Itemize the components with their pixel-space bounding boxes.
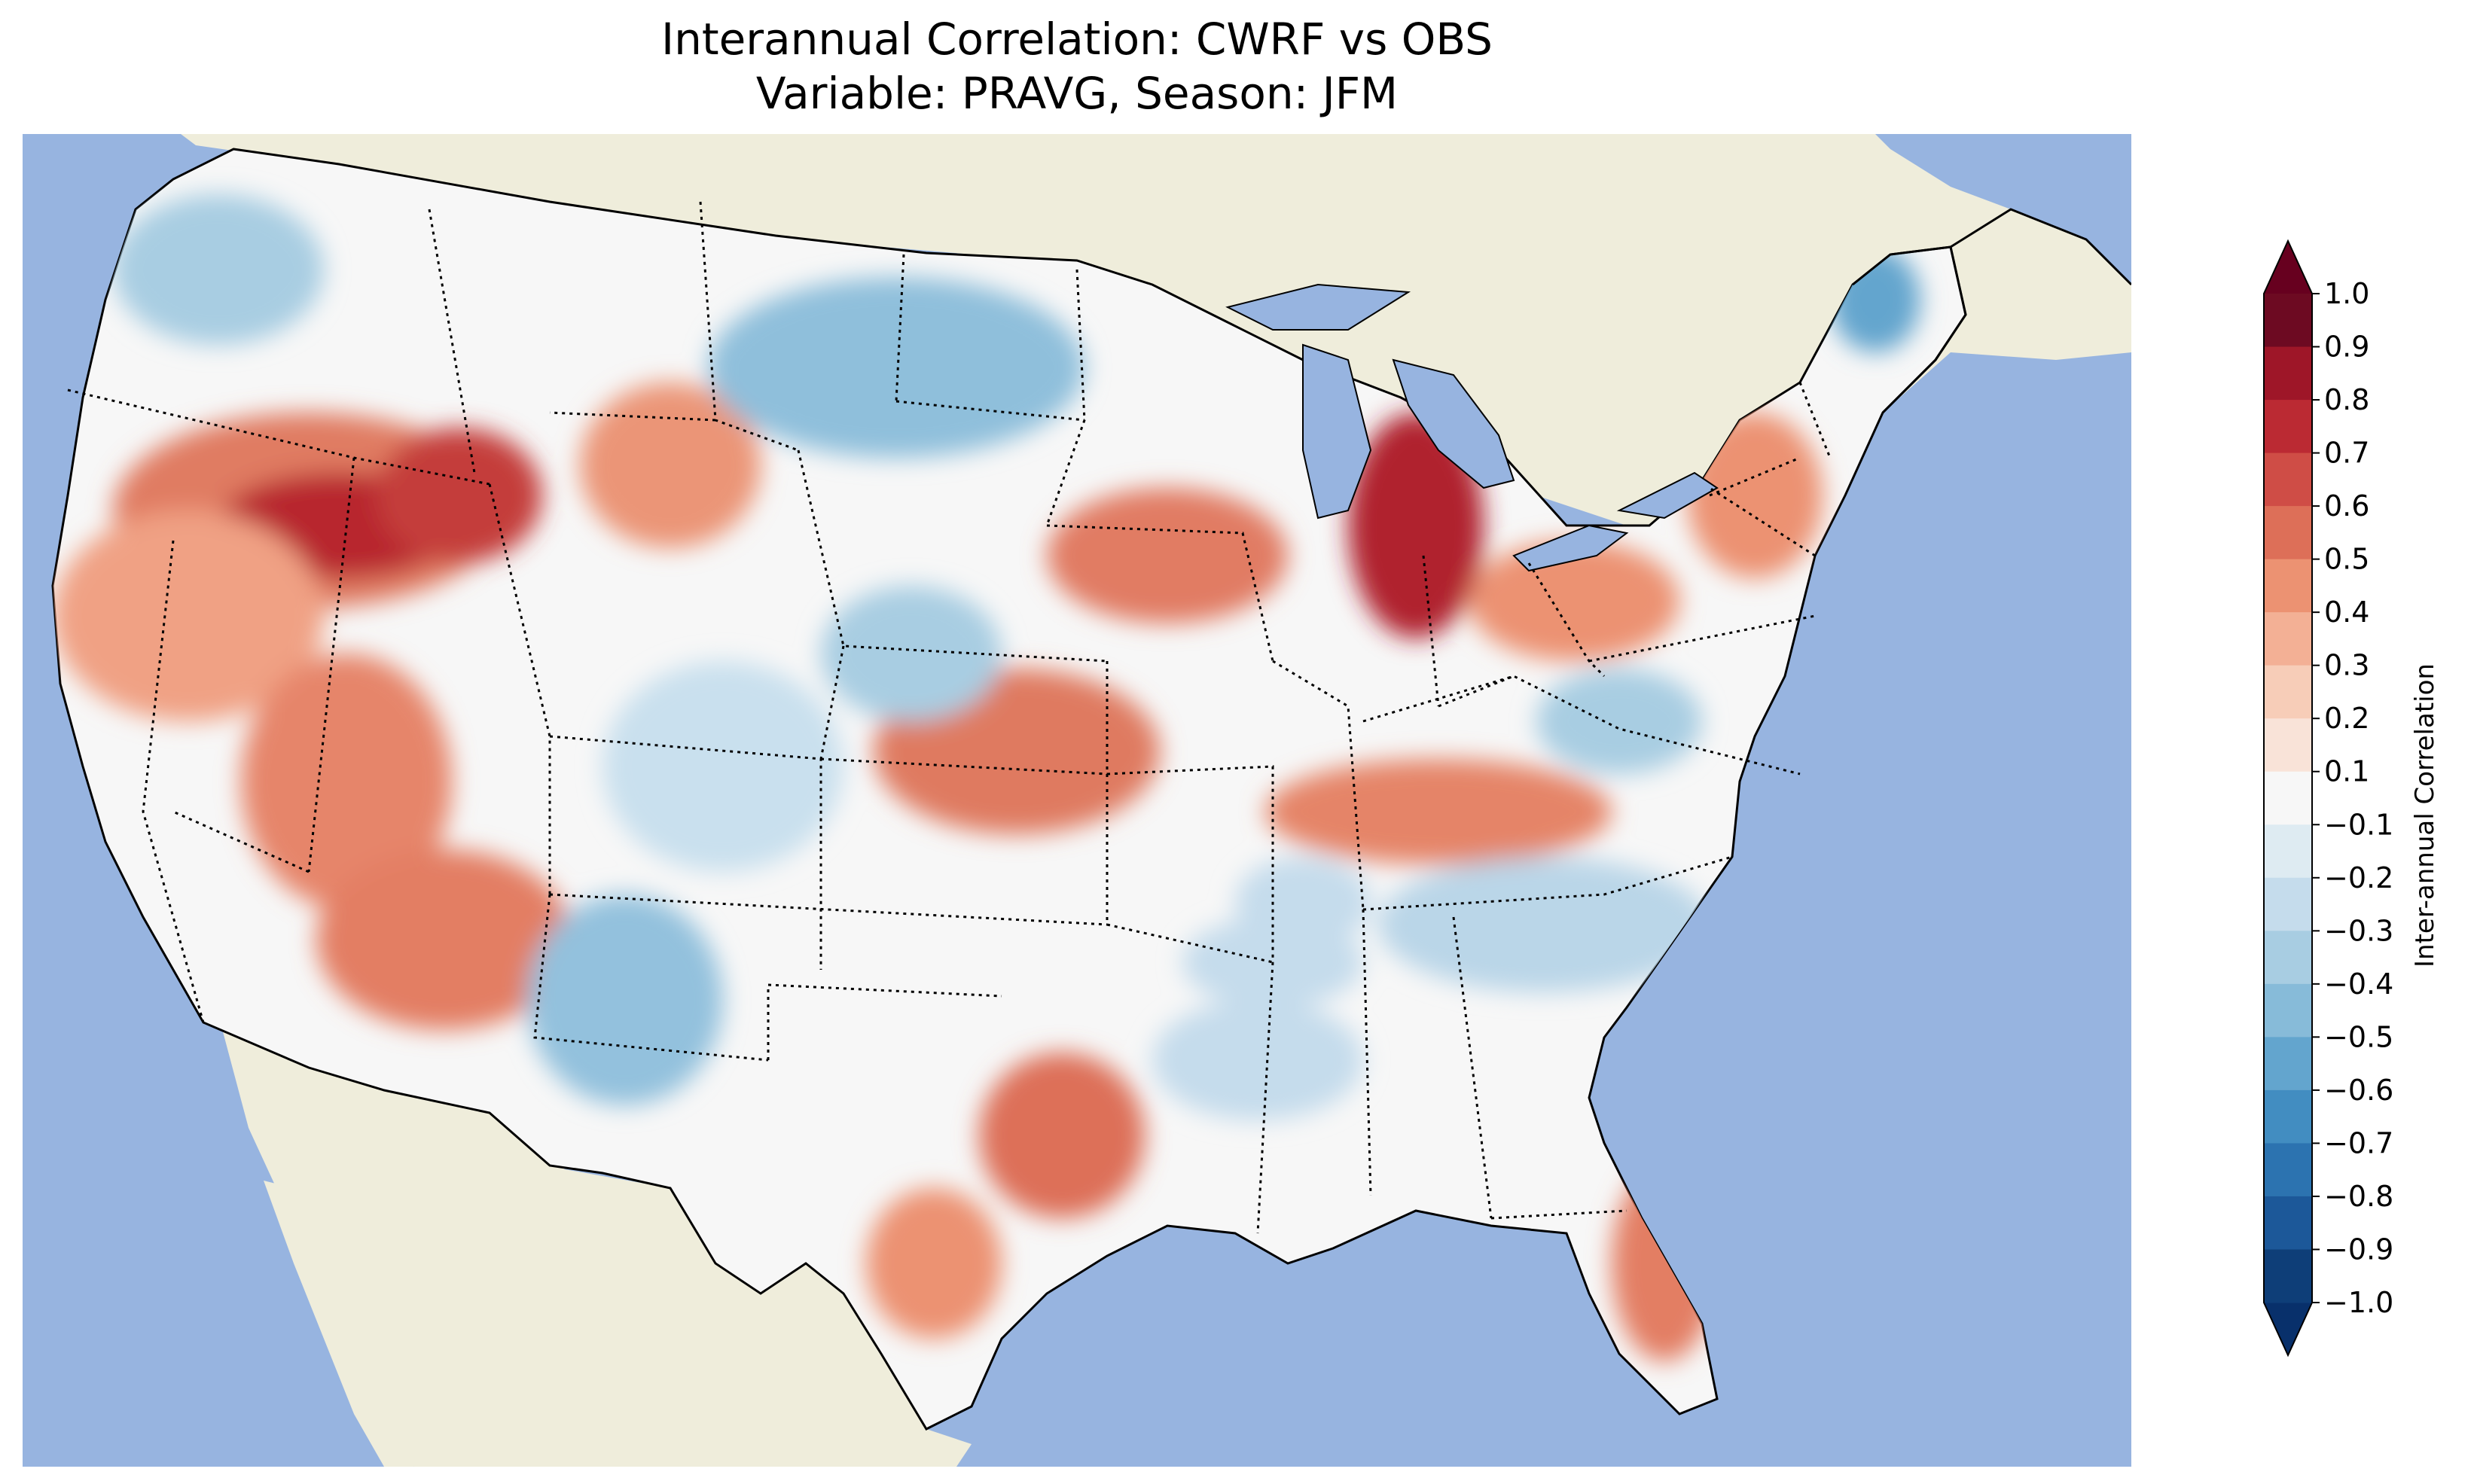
colorbar-tick-label: −0.7 [2324,1126,2393,1159]
colorbar-swatch [2264,983,2312,1038]
colorbar-swatch [2264,771,2312,825]
colorbar-tick-label: −0.9 [2324,1233,2393,1266]
colorbar-extend-max [2264,241,2312,294]
correlation-field [53,194,1920,1361]
colorbar-extend-min [2264,1303,2312,1355]
colorbar-tick-label: 0.2 [2324,702,2369,735]
colorbar-swatch [2264,559,2312,613]
mexico-land [218,1015,972,1467]
colorbar-swatch [2264,824,2312,879]
coastline-overlay [1852,208,2131,414]
colorbar-swatch [2264,612,2312,666]
colorbar: 1.0 0.9 0.8 0.7 0.6 0.5 0.4 0.3 0.2 0.1 −0.1 −0.2 −0… [2252,233,2418,1363]
colorbar-tick-label: 0.1 [2324,755,2369,788]
colorbar-tick-label: −1.0 [2324,1286,2393,1319]
colorbar-tick-label: −0.5 [2324,1020,2393,1053]
baja-peninsula [264,1181,414,1467]
colorbar-swatch [2264,931,2312,985]
great-lakes [1225,283,1719,572]
colorbar-tick-label: −0.6 [2324,1074,2393,1107]
colorbar-tick-label: 0.7 [2324,437,2369,470]
map-panel [23,134,2131,1467]
colorbar-swatch [2264,665,2312,719]
colorbar-swatch [2264,1249,2312,1303]
colorbar-swatch [2264,1089,2312,1144]
canada-land [181,134,2131,563]
colorbar-tick-label: 0.4 [2324,596,2369,629]
colorbar-tick-label: −0.2 [2324,861,2393,894]
colorbar-tick-label: 0.6 [2324,489,2369,523]
state-borders [67,201,1832,1234]
colorbar-tick-label: 0.8 [2324,383,2369,416]
chart-title: Interannual Correlation: CWRF vs OBS [660,14,1493,65]
colorbar-tick-label: 0.5 [2324,543,2369,576]
colorbar-swatch [2264,400,2312,454]
colorbar-tick-label: −0.3 [2324,914,2393,947]
colorbar-tick-label: −0.4 [2324,967,2393,1001]
colorbar-swatch [2264,346,2312,401]
colorbar-tick-label: 0.9 [2324,331,2369,364]
colorbar-swatch [2264,718,2312,772]
colorbar-tick-label: −0.1 [2324,808,2393,841]
colorbar-label: Inter-annual Correlation [2410,663,2440,967]
colorbar-swatch [2264,1143,2312,1197]
colorbar-tick-label: 1.0 [2324,277,2369,310]
colorbar-swatch [2264,453,2312,507]
colorbar-swatch [2264,294,2312,348]
colorbar-swatch [2264,1196,2312,1250]
colorbar-tick-label: 0.3 [2324,649,2369,682]
colorbar-tick-label: −0.8 [2324,1180,2393,1213]
chart-subtitle: Variable: PRAVG, Season: JFM [755,68,1399,119]
colorbar-swatch [2264,877,2312,931]
colorbar-swatch [2264,506,2312,560]
colorbar-swatch [2264,1037,2312,1091]
